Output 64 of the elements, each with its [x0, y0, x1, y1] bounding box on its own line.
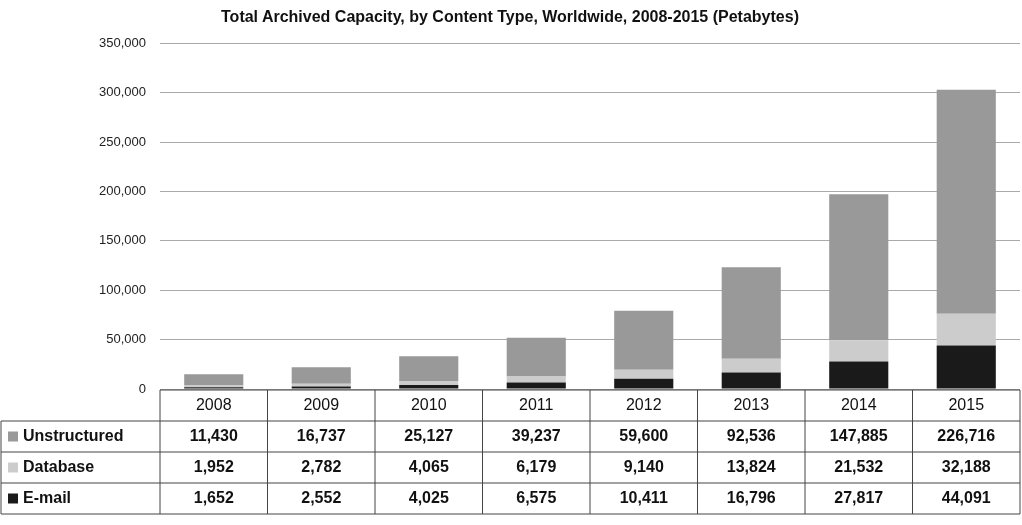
- bar: [829, 361, 889, 389]
- y-tick-label: 150,000: [99, 232, 146, 248]
- data-label: 21,532: [834, 457, 884, 475]
- x-tick-label: 2008: [195, 395, 232, 413]
- x-tick-label: 2012: [625, 395, 662, 413]
- data-label: 39,237: [511, 426, 561, 444]
- data-label: 27,817: [834, 488, 884, 506]
- bar: [936, 89, 996, 314]
- bar: [291, 367, 351, 384]
- x-tick-label: 2013: [733, 395, 770, 413]
- bar: [721, 267, 781, 359]
- x-tick-label: 2011: [519, 395, 554, 413]
- chart-title: Total Archived Capacity, by Content Type, Worldwide, 2008-2015 (Petabytes): [221, 8, 799, 26]
- data-label: 32,188: [941, 457, 991, 475]
- data-label: 16,796: [726, 488, 776, 506]
- bar: [184, 374, 244, 386]
- bar: [399, 356, 459, 382]
- data-label: 4,065: [408, 457, 449, 475]
- bar: [506, 376, 566, 383]
- bar: [936, 345, 996, 389]
- data-label: 2,782: [301, 457, 342, 475]
- y-tick-label: 100,000: [99, 281, 146, 297]
- bar: [614, 378, 674, 389]
- bar: [399, 385, 459, 389]
- data-label: 4,025: [408, 488, 449, 506]
- bar: [936, 313, 996, 346]
- bar: [506, 337, 566, 377]
- bar: [399, 381, 459, 386]
- legend-label: Unstructured: [23, 426, 124, 444]
- bar: [829, 340, 889, 362]
- data-label: 25,127: [404, 426, 454, 444]
- x-tick-label: 2015: [948, 395, 985, 413]
- data-label: 92,536: [726, 426, 776, 444]
- data-label: 16,737: [296, 426, 346, 444]
- data-label: 59,600: [619, 426, 669, 444]
- x-tick-label: 2009: [303, 395, 340, 413]
- y-tick-label: 350,000: [99, 34, 146, 50]
- data-label: 9,140: [623, 457, 664, 475]
- y-tick-label: 50,000: [106, 331, 146, 347]
- x-tick-label: 2014: [840, 395, 877, 413]
- bar: [614, 310, 674, 370]
- data-label: 2,552: [301, 488, 342, 506]
- legend-label: E-mail: [23, 488, 72, 506]
- bar: [721, 372, 781, 389]
- y-tick-label: 200,000: [99, 182, 146, 198]
- y-tick-label: 250,000: [99, 133, 146, 149]
- data-label: 6,575: [516, 488, 557, 506]
- data-label: 44,091: [941, 488, 991, 506]
- data-label: 1,952: [193, 457, 234, 475]
- x-tick-label: 2010: [410, 395, 447, 413]
- y-tick-label: 0: [138, 380, 146, 396]
- data-label: 13,824: [726, 457, 776, 475]
- data-label: 11,430: [189, 426, 238, 444]
- data-label: 147,885: [829, 426, 888, 444]
- bar: [506, 382, 566, 389]
- data-label: 1,652: [193, 488, 234, 506]
- bar: [614, 369, 674, 379]
- bar: [829, 194, 889, 341]
- bar: [721, 358, 781, 373]
- data-label: 6,179: [516, 457, 557, 475]
- legend-label: Database: [23, 457, 95, 475]
- data-label: 10,411: [619, 488, 668, 506]
- y-tick-label: 300,000: [99, 84, 146, 100]
- data-label: 226,716: [937, 426, 996, 444]
